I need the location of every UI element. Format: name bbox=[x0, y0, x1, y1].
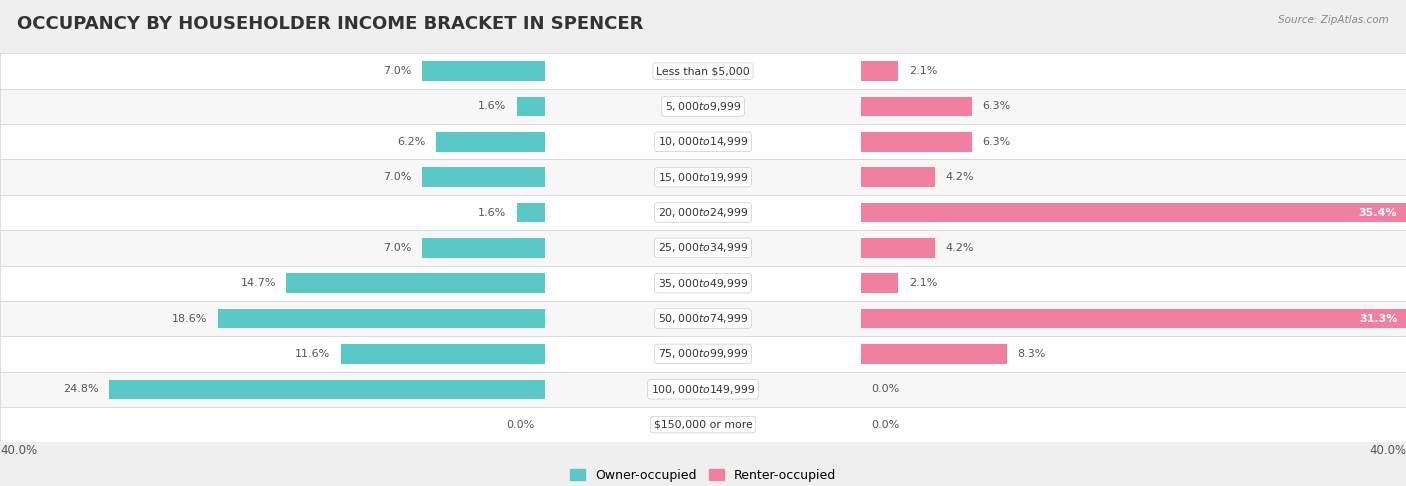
Text: 18.6%: 18.6% bbox=[172, 313, 208, 324]
Text: Less than $5,000: Less than $5,000 bbox=[657, 66, 749, 76]
Text: $25,000 to $34,999: $25,000 to $34,999 bbox=[658, 242, 748, 254]
Bar bbox=[860, 274, 898, 293]
Bar bbox=[0, 407, 1406, 442]
Text: 7.0%: 7.0% bbox=[382, 172, 412, 182]
Text: 0.0%: 0.0% bbox=[506, 419, 534, 430]
Bar bbox=[342, 344, 546, 364]
Text: 0.0%: 0.0% bbox=[872, 384, 900, 394]
Text: 24.8%: 24.8% bbox=[63, 384, 98, 394]
Bar bbox=[287, 274, 546, 293]
Bar bbox=[860, 344, 1007, 364]
Text: $150,000 or more: $150,000 or more bbox=[654, 419, 752, 430]
Text: 35.4%: 35.4% bbox=[1358, 208, 1398, 218]
Text: 0.0%: 0.0% bbox=[872, 419, 900, 430]
Text: 7.0%: 7.0% bbox=[382, 243, 412, 253]
Text: OCCUPANCY BY HOUSEHOLDER INCOME BRACKET IN SPENCER: OCCUPANCY BY HOUSEHOLDER INCOME BRACKET … bbox=[17, 15, 644, 33]
Text: 6.3%: 6.3% bbox=[983, 102, 1011, 111]
Bar bbox=[0, 336, 1406, 372]
Text: 6.3%: 6.3% bbox=[983, 137, 1011, 147]
Text: $5,000 to $9,999: $5,000 to $9,999 bbox=[665, 100, 741, 113]
Bar bbox=[860, 168, 935, 187]
Bar bbox=[436, 132, 546, 152]
Text: 40.0%: 40.0% bbox=[0, 444, 37, 457]
Bar bbox=[0, 53, 1406, 89]
Text: 7.0%: 7.0% bbox=[382, 66, 412, 76]
Bar bbox=[0, 301, 1406, 336]
Bar bbox=[218, 309, 546, 328]
Bar bbox=[517, 97, 546, 116]
Text: 1.6%: 1.6% bbox=[478, 102, 506, 111]
Text: 40.0%: 40.0% bbox=[1369, 444, 1406, 457]
Text: 4.2%: 4.2% bbox=[945, 172, 974, 182]
Text: Source: ZipAtlas.com: Source: ZipAtlas.com bbox=[1278, 15, 1389, 25]
Text: 1.6%: 1.6% bbox=[478, 208, 506, 218]
Text: 14.7%: 14.7% bbox=[240, 278, 276, 288]
Bar bbox=[860, 61, 898, 81]
Text: $75,000 to $99,999: $75,000 to $99,999 bbox=[658, 347, 748, 361]
Bar bbox=[860, 203, 1406, 222]
Text: 2.1%: 2.1% bbox=[908, 66, 936, 76]
Bar bbox=[0, 89, 1406, 124]
Bar bbox=[517, 203, 546, 222]
Legend: Owner-occupied, Renter-occupied: Owner-occupied, Renter-occupied bbox=[565, 464, 841, 486]
Bar bbox=[0, 159, 1406, 195]
Bar bbox=[0, 230, 1406, 265]
Text: 2.1%: 2.1% bbox=[908, 278, 936, 288]
Text: 6.2%: 6.2% bbox=[396, 137, 426, 147]
Bar bbox=[0, 372, 1406, 407]
Text: 11.6%: 11.6% bbox=[295, 349, 330, 359]
Text: $50,000 to $74,999: $50,000 to $74,999 bbox=[658, 312, 748, 325]
Text: $15,000 to $19,999: $15,000 to $19,999 bbox=[658, 171, 748, 184]
Bar bbox=[422, 238, 546, 258]
Bar bbox=[860, 238, 935, 258]
Bar bbox=[860, 132, 972, 152]
Bar bbox=[110, 380, 546, 399]
Text: $20,000 to $24,999: $20,000 to $24,999 bbox=[658, 206, 748, 219]
Bar bbox=[422, 168, 546, 187]
Text: 8.3%: 8.3% bbox=[1018, 349, 1046, 359]
Text: 4.2%: 4.2% bbox=[945, 243, 974, 253]
Text: $10,000 to $14,999: $10,000 to $14,999 bbox=[658, 135, 748, 148]
Text: $35,000 to $49,999: $35,000 to $49,999 bbox=[658, 277, 748, 290]
Bar bbox=[0, 195, 1406, 230]
Text: $100,000 to $149,999: $100,000 to $149,999 bbox=[651, 383, 755, 396]
Bar bbox=[860, 309, 1406, 328]
Bar bbox=[0, 265, 1406, 301]
Bar bbox=[860, 97, 972, 116]
Text: 31.3%: 31.3% bbox=[1358, 313, 1398, 324]
Bar bbox=[422, 61, 546, 81]
Bar bbox=[0, 124, 1406, 159]
